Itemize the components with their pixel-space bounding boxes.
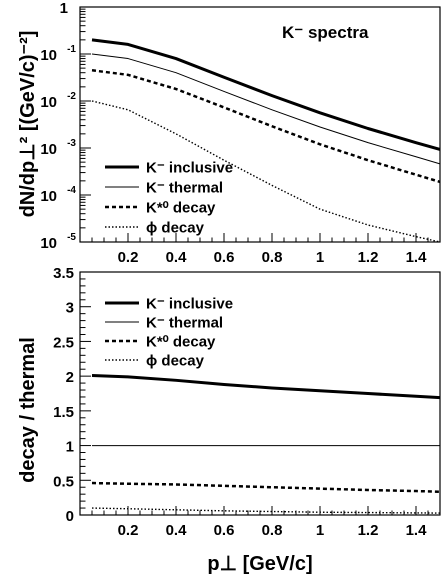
spectra-y-axis-title: dN/dp⊥² [(GeV/c)⁻²] — [17, 31, 39, 218]
spectra-series-line — [91, 69, 441, 184]
spectra-series-line — [91, 53, 441, 165]
legend-label: ϕ decay — [146, 220, 205, 237]
spectra-title: K⁻ spectra — [282, 23, 369, 42]
spectra-x-tick-label: 1 — [316, 249, 324, 266]
legend-label: K⁻ thermal — [146, 315, 223, 332]
ratio-y-tick-label: 1 — [66, 439, 74, 456]
legend-label: K⁻ thermal — [146, 180, 223, 197]
ratio-y-tick-label: 3.5 — [53, 265, 74, 282]
spectra-series — [91, 38, 441, 243]
spectra-y-tick-label: 10 — [40, 141, 57, 158]
ratio-tick-labels: 0.2 0.4 0.6 0.8 1 1.2 1.4 0 0.5 1 1.5 2 2.5 3 3.5 — [53, 265, 427, 539]
ratio-series-line — [91, 507, 441, 514]
spectra-y-tick-exponent: -5 — [67, 232, 76, 243]
spectra-legend: K⁻ inclusive K⁻ thermal K*⁰ decay ϕ decay — [105, 160, 233, 237]
spectra-y-tick-label: 10 — [40, 235, 57, 252]
ratio-y-tick-label: 2.5 — [53, 334, 74, 351]
spectra-y-tick-label: 10 — [40, 94, 57, 111]
spectra-panel: 0.2 0.4 0.6 0.8 1 1.2 1.4 10 -5 10 -4 10 -3 10 -2 10 -1 1… — [17, 0, 441, 266]
ratio-x-tick-label: 0.4 — [166, 522, 188, 539]
ratio-y-tick-label: 0 — [66, 508, 74, 525]
ratio-panel: 0.2 0.4 0.6 0.8 1 1.2 1.4 0 0.5 1 1.5 2 2.5 3 3.5 K⁻ i… — [17, 265, 441, 575]
spectra-series-line — [91, 100, 441, 243]
legend-label: K*⁰ decay — [146, 334, 216, 351]
ratio-legend: K⁻ inclusive K⁻ thermal K*⁰ decay ϕ decay — [105, 296, 233, 370]
spectra-series-line — [91, 38, 441, 151]
ratio-x-tick-label: 1.2 — [358, 522, 379, 539]
ratio-x-tick-label: 1.4 — [406, 522, 428, 539]
spectra-y-tick-label: 10 — [40, 188, 57, 205]
ratio-x-tick-label: 0.2 — [118, 522, 139, 539]
spectra-x-tick-label: 0.4 — [166, 249, 188, 266]
spectra-tick-labels: 0.2 0.4 0.6 0.8 1 1.2 1.4 10 -5 10 -4 10 -3 10 -2 10 -1 1 — [40, 0, 427, 266]
ratio-y-tick-label: 0.5 — [53, 473, 74, 490]
ratio-y-tick-label: 2 — [66, 369, 74, 386]
spectra-x-tick-label: 0.2 — [118, 249, 139, 266]
spectra-y-tick-label: 1 — [60, 0, 68, 17]
ratio-x-tick-label: 1 — [316, 522, 324, 539]
ratio-x-tick-label: 0.6 — [214, 522, 235, 539]
ratio-series — [91, 373, 441, 514]
spectra-x-tick-label: 1.2 — [358, 249, 379, 266]
spectra-axis-ticks — [80, 6, 441, 243]
ratio-y-tick-label: 1.5 — [53, 404, 74, 421]
spectra-x-tick-label: 0.8 — [262, 249, 283, 266]
spectra-y-tick-exponent: -1 — [67, 44, 76, 55]
legend-label: ϕ decay — [146, 353, 205, 370]
ratio-series-line — [91, 481, 441, 493]
ratio-series-line — [91, 373, 441, 400]
spectra-y-tick-exponent: -3 — [67, 138, 76, 149]
legend-label: K⁻ inclusive — [146, 296, 233, 313]
spectra-y-tick-label: 10 — [40, 47, 57, 64]
ratio-x-tick-label: 0.8 — [262, 522, 283, 539]
legend-label: K⁻ inclusive — [146, 160, 233, 177]
ratio-axis-ticks — [80, 271, 441, 516]
ratio-y-axis-title: decay / thermal — [17, 337, 39, 483]
spectra-y-tick-exponent: -2 — [67, 91, 76, 102]
spectra-y-tick-exponent: -4 — [67, 185, 76, 196]
legend-label: K*⁰ decay — [146, 200, 216, 217]
x-axis-title: p⊥ [GeV/c] — [207, 553, 312, 575]
ratio-y-tick-label: 3 — [66, 300, 74, 317]
spectra-x-tick-label: 1.4 — [406, 249, 428, 266]
spectra-x-tick-label: 0.6 — [214, 249, 235, 266]
